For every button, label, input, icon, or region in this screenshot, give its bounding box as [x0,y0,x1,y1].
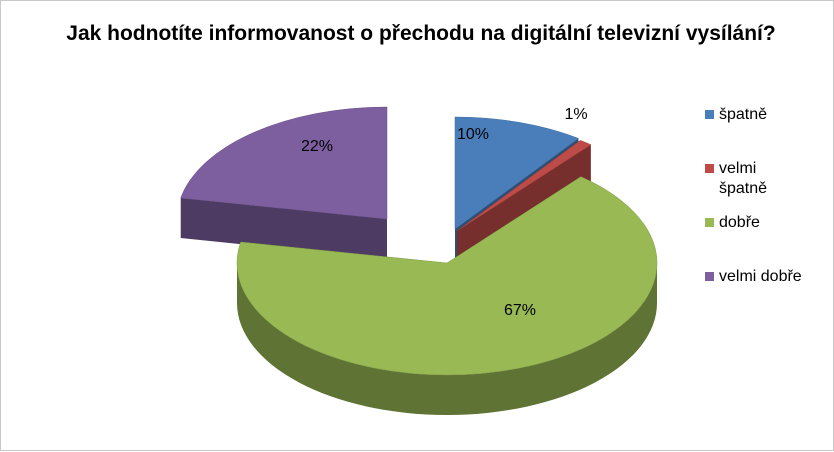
legend-swatch [705,164,714,173]
legend-label: velmi špatně [719,160,768,197]
slice-3 [236,176,658,376]
slice-1 [454,116,579,230]
slice-4 [180,106,388,220]
legend-item-2: velmi špatně [705,159,830,199]
legend-item-1: špatně [705,105,830,125]
legend-swatch [705,272,714,281]
data-label-2: 1% [564,106,587,123]
data-label-4: 22% [301,138,333,155]
chart-title: Jak hodnotíte informovanost o přechodu n… [66,22,776,45]
data-label-3: 67% [504,302,536,319]
slice-side-4 [180,107,387,259]
data-label-1: 10% [457,126,489,143]
legend-item-3: dobře [705,213,830,233]
legend-label: dobře [719,214,760,231]
legend-label: velmi dobře [719,268,802,285]
legend-swatch [705,218,714,227]
legend-label: špatně [719,106,768,123]
slice-2 [456,140,592,232]
legend-swatch [705,110,714,119]
legend-item-4: velmi dobře [705,267,830,287]
